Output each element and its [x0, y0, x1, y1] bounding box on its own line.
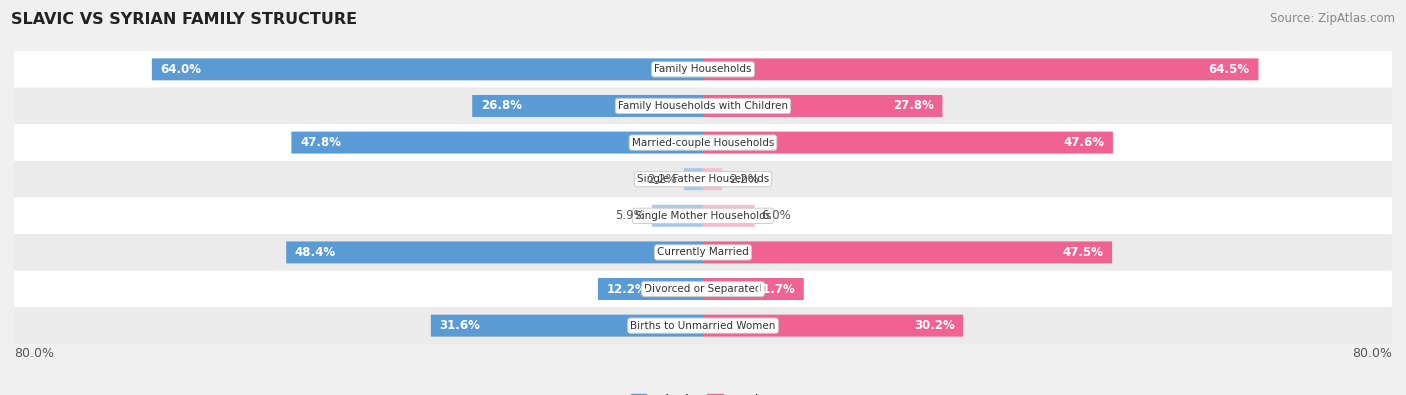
Text: 12.2%: 12.2% [606, 282, 647, 295]
Text: Family Households with Children: Family Households with Children [619, 101, 787, 111]
Text: 5.9%: 5.9% [616, 209, 645, 222]
FancyBboxPatch shape [472, 95, 703, 117]
FancyBboxPatch shape [14, 198, 1392, 234]
Text: 27.8%: 27.8% [893, 100, 934, 113]
Text: SLAVIC VS SYRIAN FAMILY STRUCTURE: SLAVIC VS SYRIAN FAMILY STRUCTURE [11, 12, 357, 27]
Text: 2.2%: 2.2% [647, 173, 678, 186]
Text: 26.8%: 26.8% [481, 100, 522, 113]
Text: Births to Unmarried Women: Births to Unmarried Women [630, 321, 776, 331]
Text: 31.6%: 31.6% [440, 319, 481, 332]
FancyBboxPatch shape [287, 241, 703, 263]
FancyBboxPatch shape [14, 124, 1392, 161]
FancyBboxPatch shape [152, 58, 703, 80]
Text: Family Households: Family Households [654, 64, 752, 74]
Text: Married-couple Households: Married-couple Households [631, 137, 775, 148]
FancyBboxPatch shape [598, 278, 703, 300]
FancyBboxPatch shape [703, 315, 963, 337]
Text: Source: ZipAtlas.com: Source: ZipAtlas.com [1270, 12, 1395, 25]
Text: 80.0%: 80.0% [1353, 347, 1392, 360]
FancyBboxPatch shape [14, 234, 1392, 271]
FancyBboxPatch shape [14, 307, 1392, 344]
FancyBboxPatch shape [430, 315, 703, 337]
Text: 80.0%: 80.0% [14, 347, 53, 360]
Text: 47.5%: 47.5% [1063, 246, 1104, 259]
Text: Currently Married: Currently Married [657, 247, 749, 258]
Text: 64.5%: 64.5% [1209, 63, 1250, 76]
FancyBboxPatch shape [14, 88, 1392, 124]
Text: 2.2%: 2.2% [728, 173, 759, 186]
Text: 47.8%: 47.8% [299, 136, 342, 149]
FancyBboxPatch shape [703, 168, 721, 190]
Text: Divorced or Separated: Divorced or Separated [644, 284, 762, 294]
FancyBboxPatch shape [291, 132, 703, 154]
FancyBboxPatch shape [14, 51, 1392, 88]
FancyBboxPatch shape [703, 132, 1114, 154]
FancyBboxPatch shape [652, 205, 703, 227]
FancyBboxPatch shape [685, 168, 703, 190]
FancyBboxPatch shape [14, 161, 1392, 198]
Legend: Slavic, Syrian: Slavic, Syrian [631, 394, 775, 395]
Text: 30.2%: 30.2% [914, 319, 955, 332]
FancyBboxPatch shape [703, 205, 755, 227]
Text: 11.7%: 11.7% [755, 282, 796, 295]
Text: 48.4%: 48.4% [295, 246, 336, 259]
FancyBboxPatch shape [703, 241, 1112, 263]
FancyBboxPatch shape [14, 271, 1392, 307]
Text: 47.6%: 47.6% [1063, 136, 1104, 149]
Text: 64.0%: 64.0% [160, 63, 201, 76]
Text: 6.0%: 6.0% [762, 209, 792, 222]
Text: Single Father Households: Single Father Households [637, 174, 769, 184]
Text: Single Mother Households: Single Mother Households [636, 211, 770, 221]
FancyBboxPatch shape [703, 95, 942, 117]
FancyBboxPatch shape [703, 58, 1258, 80]
FancyBboxPatch shape [703, 278, 804, 300]
